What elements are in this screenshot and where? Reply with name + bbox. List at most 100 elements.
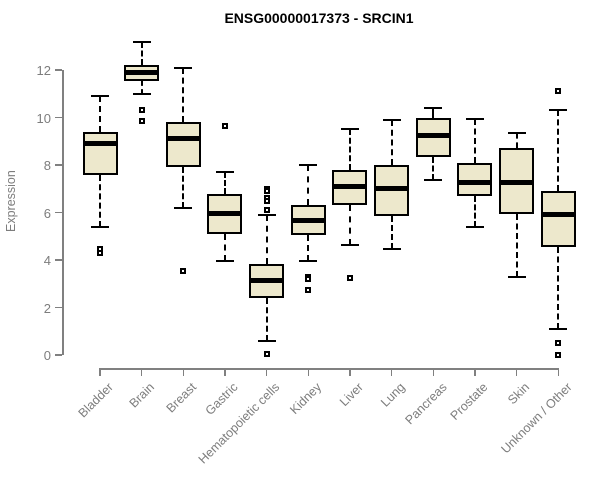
outlier-point: [138, 107, 145, 114]
lower-whisker-cap: [257, 339, 276, 342]
lower-whisker: [557, 246, 560, 329]
x-tick-label: Lung: [378, 380, 408, 410]
upper-whisker: [223, 172, 226, 194]
y-axis-tick: [55, 116, 62, 119]
lower-whisker: [390, 216, 393, 250]
y-tick-label: 12: [36, 63, 51, 78]
outlier-point: [305, 286, 312, 293]
x-axis-tick: [557, 368, 560, 376]
box-iqr: [457, 162, 493, 196]
median-line: [457, 180, 493, 186]
outlier-point: [263, 188, 270, 195]
y-axis-tick: [55, 164, 62, 166]
lower-whisker-cap: [215, 260, 234, 263]
x-axis-tick: [140, 368, 143, 376]
outlier-point: [305, 276, 312, 282]
lower-whisker: [432, 156, 435, 181]
median-line: [374, 186, 410, 192]
x-axis-tick: [349, 368, 351, 376]
upper-whisker-cap: [215, 171, 234, 174]
upper-whisker-cap: [257, 213, 276, 216]
outlier-point: [97, 249, 103, 256]
outlier-point: [555, 352, 562, 358]
upper-whisker: [432, 108, 435, 118]
lower-whisker-cap: [299, 260, 318, 263]
median-line: [499, 180, 535, 186]
y-axis-line: [62, 70, 64, 355]
lower-whisker-cap: [382, 248, 401, 251]
y-axis-tick: [55, 69, 62, 71]
lower-whisker: [348, 205, 351, 245]
x-axis-tick: [474, 368, 476, 376]
median-line: [82, 141, 118, 147]
upper-whisker-cap: [174, 66, 193, 69]
upper-whisker-cap: [507, 131, 526, 134]
lower-whisker: [515, 213, 518, 277]
upper-whisker: [473, 118, 476, 163]
x-axis-tick: [224, 368, 226, 376]
outlier-point: [263, 207, 270, 214]
upper-whisker-cap: [91, 95, 109, 98]
x-tick-label: Prostate: [448, 380, 491, 423]
y-axis-tick: [55, 354, 62, 356]
y-tick-label: 4: [43, 253, 51, 268]
median-line: [207, 211, 243, 217]
upper-whisker-cap: [132, 40, 151, 43]
lower-whisker-cap: [174, 206, 193, 209]
x-axis-tick: [390, 368, 393, 376]
x-tick-label: Gastric: [203, 380, 241, 418]
lower-whisker: [223, 233, 226, 262]
x-axis-tick: [182, 368, 185, 376]
outlier-point: [263, 350, 270, 357]
median-line: [165, 136, 201, 142]
outlier-point: [346, 274, 353, 281]
box-iqr: [82, 131, 118, 175]
lower-whisker-cap: [549, 327, 568, 330]
x-axis-tick: [99, 368, 101, 376]
x-tick-label: Hematopoietic cells: [196, 380, 283, 467]
median-line: [540, 212, 576, 218]
y-tick-label: 0: [43, 348, 51, 363]
x-tick-label: Pancreas: [401, 380, 450, 428]
box-iqr: [540, 191, 576, 247]
x-tick-label: Breast: [163, 380, 200, 416]
outlier-point: [555, 88, 562, 95]
median-line: [290, 218, 326, 224]
lower-whisker: [473, 195, 476, 227]
lower-whisker: [307, 235, 310, 262]
x-tick-label: Liver: [336, 380, 366, 410]
outlier-point: [221, 122, 228, 129]
outlier-point: [555, 340, 562, 347]
x-axis-tick: [515, 368, 518, 376]
lower-whisker-cap: [507, 275, 526, 278]
median-line: [124, 69, 160, 75]
x-tick-label: Kidney: [287, 380, 325, 417]
x-tick-label: Brain: [127, 380, 158, 411]
upper-whisker: [140, 41, 143, 66]
upper-whisker-cap: [424, 107, 443, 109]
upper-whisker-cap: [340, 128, 359, 131]
y-axis-label: Expression: [4, 170, 18, 232]
lower-whisker-cap: [424, 179, 443, 182]
lower-whisker: [182, 167, 185, 208]
y-tick-label: 8: [43, 158, 51, 173]
x-tick-label: Skin: [505, 380, 533, 408]
upper-whisker-cap: [549, 109, 568, 112]
outlier-point: [180, 267, 187, 274]
outlier-point: [263, 197, 270, 204]
upper-whisker: [348, 129, 351, 170]
upper-whisker: [182, 67, 185, 123]
x-tick-label: Bladder: [75, 380, 116, 421]
lower-whisker-cap: [132, 92, 151, 95]
y-axis-tick: [55, 306, 62, 309]
median-line: [332, 183, 368, 189]
lower-whisker-cap: [340, 243, 359, 246]
upper-whisker: [557, 110, 560, 192]
x-axis-tick: [265, 368, 268, 376]
upper-whisker: [99, 96, 101, 132]
y-axis-tick: [55, 211, 62, 214]
x-axis-line: [100, 368, 559, 370]
box-iqr: [165, 122, 201, 168]
upper-whisker: [265, 214, 268, 264]
lower-whisker: [99, 174, 101, 227]
